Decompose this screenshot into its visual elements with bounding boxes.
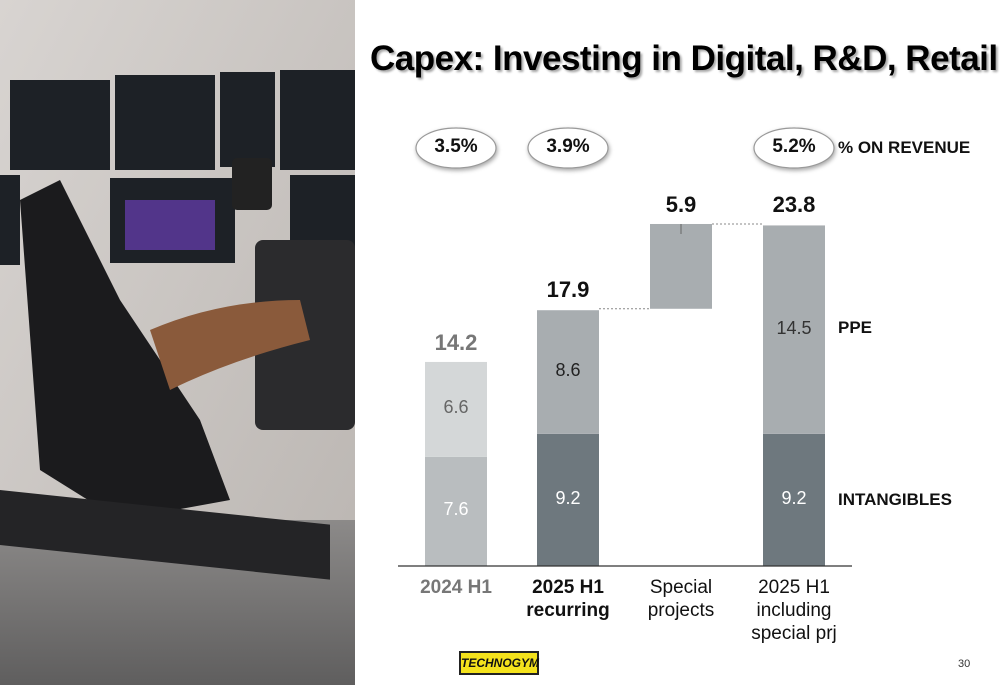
- segment-label: 9.2: [781, 487, 807, 508]
- segment-label: 6.6: [443, 397, 469, 418]
- total-label: 14.2: [434, 329, 478, 355]
- x-tick-label: Special projects: [647, 577, 715, 621]
- series-label: PPE: [838, 318, 873, 337]
- revenue-share-label: % ON REVENUE: [838, 138, 971, 157]
- logo: TECHNOGYM: [459, 651, 539, 675]
- revenue-share-label: 5.2%: [772, 136, 816, 157]
- photo: [0, 0, 355, 685]
- page-number: 30: [958, 658, 971, 670]
- series-label: INTANGIBLES: [838, 490, 952, 509]
- x-tick-label: 2025 H1 recurring: [526, 577, 610, 621]
- revenue-share-label: 3.9%: [546, 136, 590, 157]
- segment-label: 9.2: [555, 487, 581, 508]
- total-label: 17.9: [546, 276, 590, 302]
- total-label: 23.8: [772, 191, 816, 217]
- segment-label: 8.6: [555, 360, 581, 380]
- revenue-share-label: 3.5%: [434, 136, 478, 157]
- bar-segment: [650, 223, 712, 309]
- x-tick-label: 2024 H1: [420, 577, 492, 598]
- slide-title: Capex: Investing in Digital, R&D, Retail: [370, 39, 998, 78]
- value-label: 5.9: [665, 191, 697, 217]
- x-tick-label: 2025 H1 including special prj: [751, 577, 837, 644]
- segment-label: 7.6: [443, 499, 469, 520]
- segment-label: 14.5: [776, 317, 812, 338]
